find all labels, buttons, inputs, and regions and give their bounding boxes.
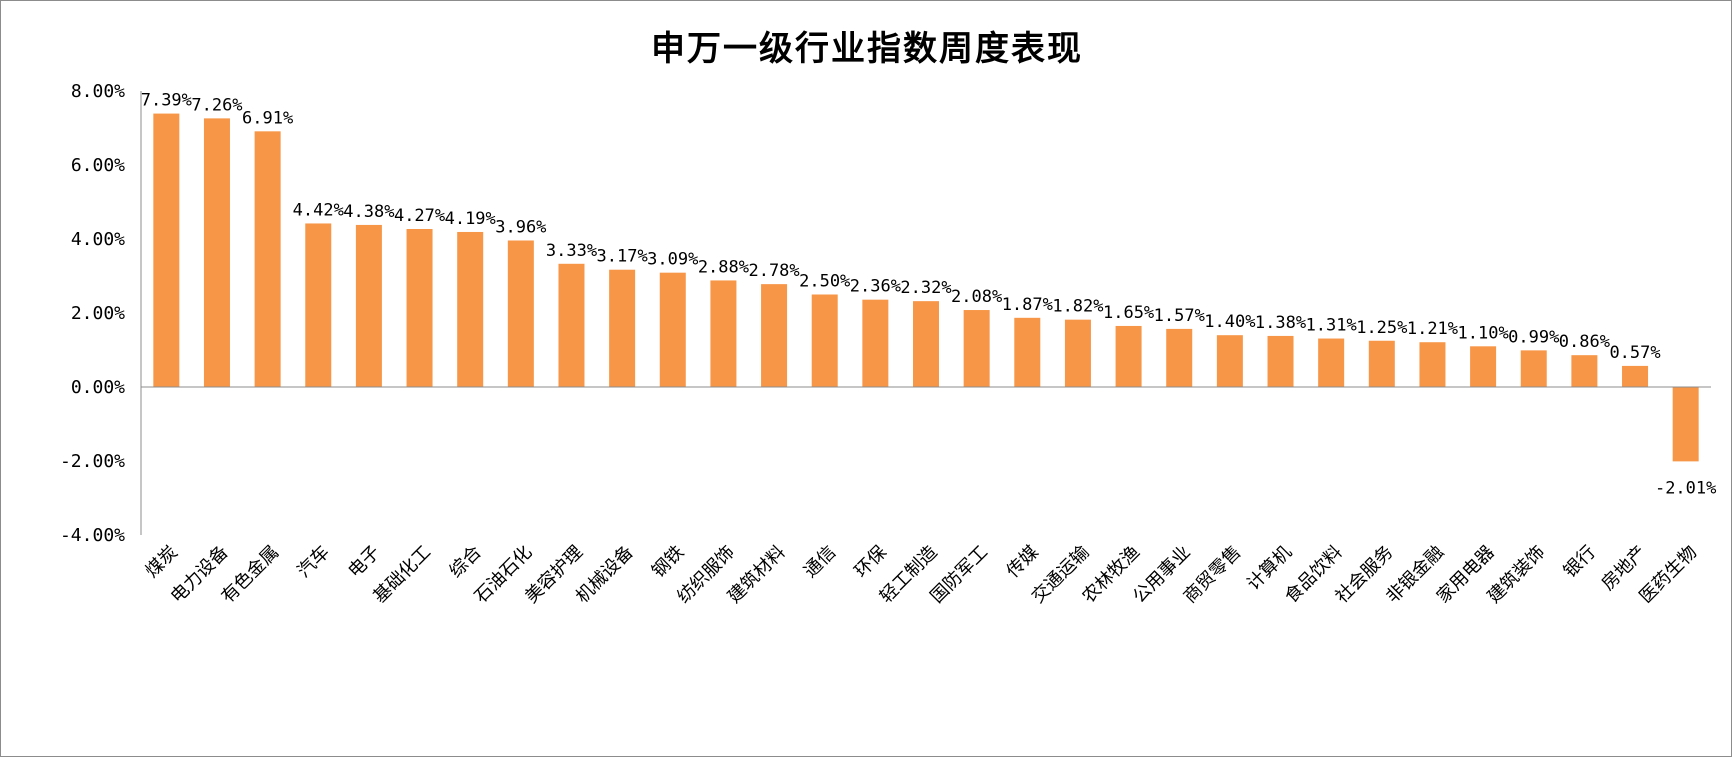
data-label: 2.88% bbox=[698, 257, 749, 277]
y-tick-label: 2.00% bbox=[71, 303, 125, 324]
data-label: 2.50% bbox=[799, 272, 850, 292]
data-label: 1.38% bbox=[1255, 313, 1306, 333]
category-label: 环保 bbox=[851, 542, 891, 582]
bar bbox=[1419, 342, 1446, 387]
bar bbox=[1216, 335, 1243, 387]
data-label: -2.01% bbox=[1655, 478, 1716, 498]
bar bbox=[1166, 328, 1193, 387]
data-label: 3.09% bbox=[647, 250, 698, 270]
data-label: 2.32% bbox=[900, 278, 951, 298]
bar bbox=[203, 118, 230, 387]
data-label: 1.87% bbox=[1002, 295, 1053, 315]
chart-title: 申万一级行业指数周度表现 bbox=[651, 29, 1083, 69]
bar bbox=[1672, 387, 1699, 462]
category-label: 传媒 bbox=[1003, 542, 1043, 582]
data-label: 2.78% bbox=[748, 261, 799, 281]
bar bbox=[1064, 319, 1091, 387]
data-label: 3.17% bbox=[597, 247, 648, 267]
data-label: 7.26% bbox=[191, 95, 242, 115]
bar bbox=[761, 284, 788, 387]
category-label: 银行 bbox=[1560, 542, 1600, 582]
data-label: 3.96% bbox=[495, 217, 546, 237]
data-label: 4.27% bbox=[394, 206, 445, 226]
category-label: 汽车 bbox=[293, 542, 333, 582]
bar bbox=[710, 280, 737, 387]
data-label: 1.40% bbox=[1204, 312, 1255, 332]
bar bbox=[153, 113, 180, 387]
category-label: 通信 bbox=[800, 542, 840, 582]
bar bbox=[1318, 338, 1345, 387]
data-label: 2.36% bbox=[850, 277, 901, 297]
data-label: 1.65% bbox=[1103, 303, 1154, 323]
bar bbox=[1267, 335, 1294, 387]
data-label: 6.91% bbox=[242, 108, 293, 128]
data-label: 0.99% bbox=[1508, 327, 1559, 347]
data-label: 0.86% bbox=[1559, 332, 1610, 352]
y-axis: 8.00% 6.00% 4.00% 2.00% 0.00% -2.00% -4.00% bbox=[60, 81, 142, 546]
bar bbox=[355, 224, 382, 387]
bar bbox=[254, 131, 281, 387]
data-label: 4.19% bbox=[445, 209, 496, 229]
bar bbox=[406, 229, 433, 387]
data-label: 2.08% bbox=[951, 287, 1002, 307]
bar bbox=[609, 269, 636, 387]
y-tick-label: 8.00% bbox=[71, 81, 125, 102]
bar bbox=[1368, 340, 1395, 387]
data-label: 1.25% bbox=[1356, 318, 1407, 338]
bar bbox=[659, 272, 686, 387]
category-label: 综合 bbox=[445, 542, 485, 582]
data-label: 3.33% bbox=[546, 241, 597, 261]
y-tick-label: -2.00% bbox=[60, 451, 125, 472]
category-label: 电子 bbox=[344, 542, 384, 582]
bar bbox=[507, 240, 534, 387]
y-tick-label: -4.00% bbox=[60, 525, 125, 546]
data-label: 1.10% bbox=[1458, 323, 1509, 343]
bar bbox=[1622, 365, 1649, 387]
bar bbox=[457, 231, 484, 387]
data-label: 1.57% bbox=[1154, 306, 1205, 326]
bar bbox=[1014, 317, 1041, 387]
bar bbox=[1571, 355, 1598, 387]
y-tick-label: 6.00% bbox=[71, 155, 125, 176]
bar bbox=[963, 310, 990, 387]
data-label: 7.39% bbox=[141, 91, 192, 111]
category-label: 钢铁 bbox=[648, 542, 688, 582]
bar bbox=[1115, 325, 1142, 387]
bar bbox=[305, 223, 332, 387]
y-tick-label: 4.00% bbox=[71, 229, 125, 250]
bar bbox=[913, 301, 939, 387]
data-label: 1.82% bbox=[1052, 297, 1103, 317]
bar bbox=[558, 263, 585, 387]
data-label: 0.57% bbox=[1609, 343, 1660, 363]
category-label: 煤炭 bbox=[142, 542, 182, 582]
data-label: 1.21% bbox=[1407, 319, 1458, 339]
bar bbox=[862, 299, 889, 387]
data-label: 4.38% bbox=[343, 202, 394, 222]
y-tick-label: 0.00% bbox=[71, 377, 125, 398]
data-label: 4.42% bbox=[293, 200, 344, 220]
bar bbox=[1520, 350, 1547, 387]
data-label: 1.31% bbox=[1306, 316, 1357, 336]
bar bbox=[811, 294, 838, 387]
data-labels: 7.39% 7.26%6.91% 4.42% 4.38% 4.27% 4.19% 3.96%… bbox=[141, 91, 1717, 499]
bars bbox=[141, 113, 1711, 462]
bar bbox=[1470, 346, 1497, 387]
